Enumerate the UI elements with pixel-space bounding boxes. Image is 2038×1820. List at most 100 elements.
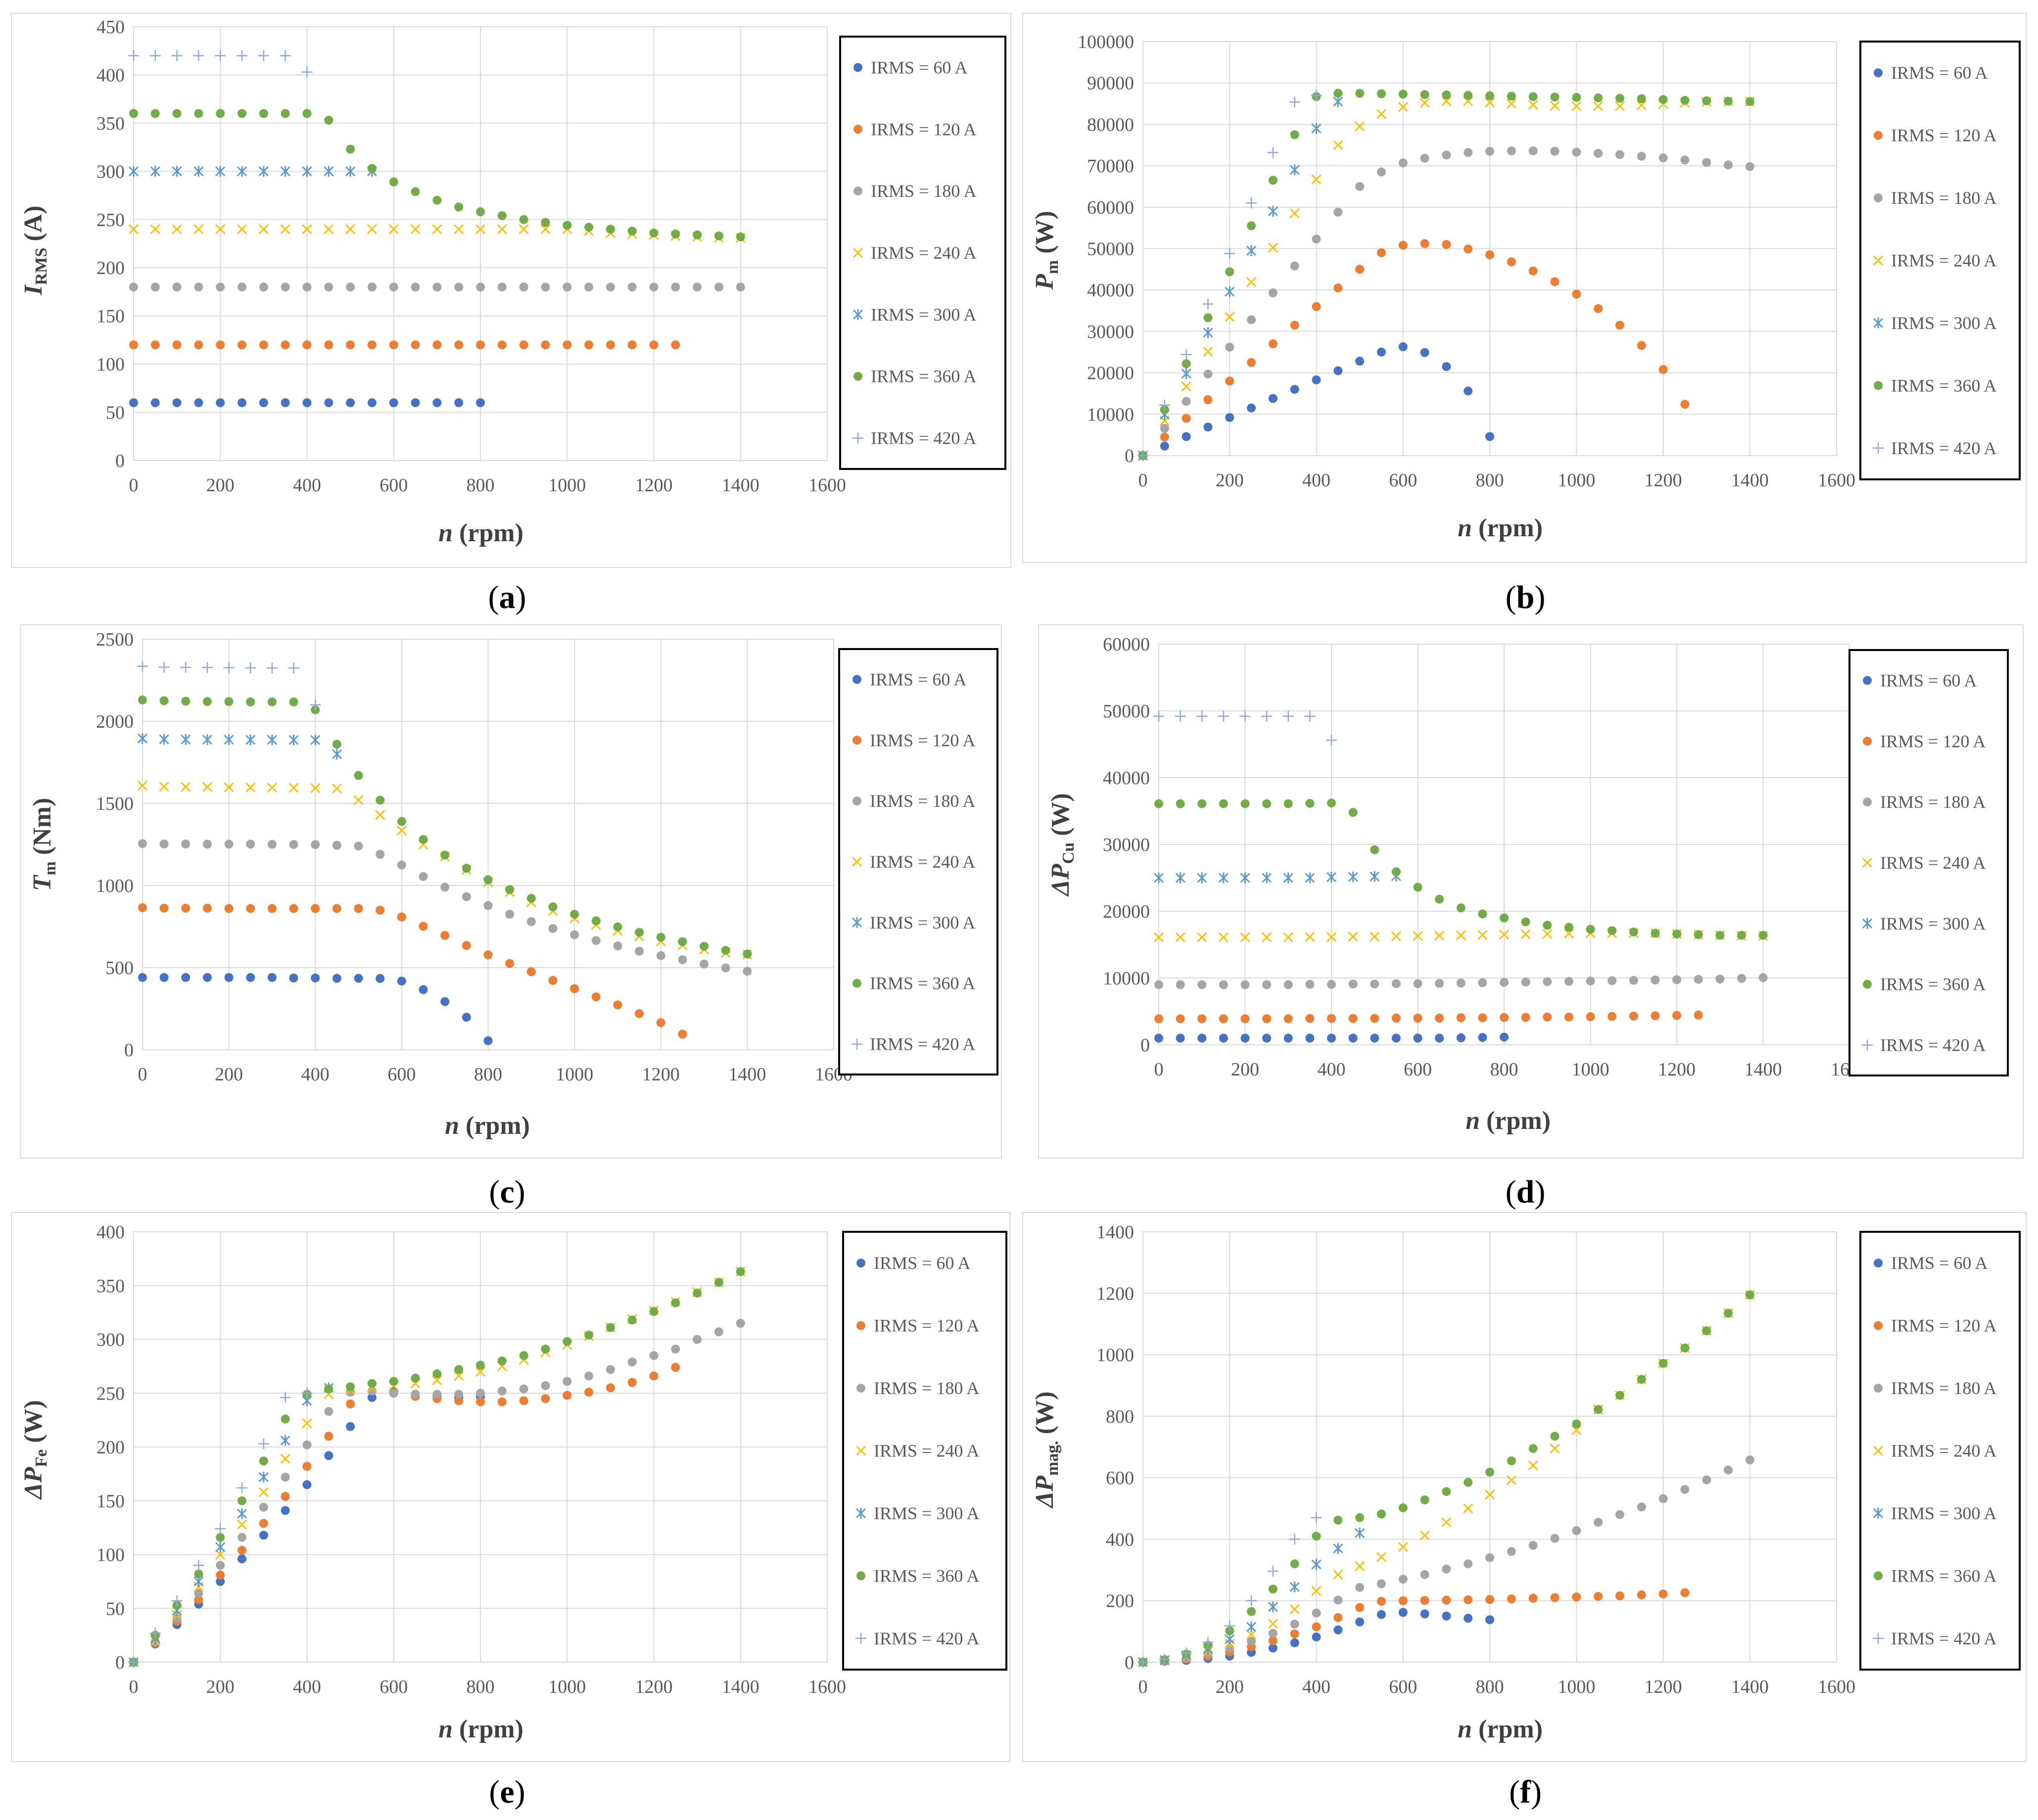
series-7 xyxy=(128,50,313,78)
data-point xyxy=(1398,342,1408,351)
data-point xyxy=(1659,365,1668,374)
data-point xyxy=(149,50,161,61)
data-point xyxy=(397,860,406,870)
data-point xyxy=(1521,917,1530,927)
data-point xyxy=(194,282,203,292)
data-point xyxy=(1507,257,1516,267)
y-tick-label: 0 xyxy=(1125,446,1134,467)
data-point xyxy=(541,1394,550,1403)
legend-marker xyxy=(1874,68,1883,78)
legend-marker xyxy=(853,736,861,745)
data-point xyxy=(1182,397,1191,406)
caption-d: (d) xyxy=(1505,1174,1546,1210)
data-point xyxy=(1305,980,1315,989)
data-point xyxy=(1572,1526,1581,1536)
data-point xyxy=(216,282,225,292)
data-point xyxy=(563,221,572,230)
y-tick-label: 400 xyxy=(96,65,125,86)
data-point xyxy=(172,282,182,292)
data-point xyxy=(613,922,622,932)
data-point xyxy=(1137,1657,1148,1668)
x-tick-label: 200 xyxy=(1216,1677,1244,1697)
data-point xyxy=(432,398,442,408)
x-tick-label: 200 xyxy=(206,1677,235,1697)
legend-marker xyxy=(1874,131,1883,140)
data-point xyxy=(671,230,680,239)
data-point xyxy=(172,1613,182,1623)
legend-marker xyxy=(855,1507,866,1519)
data-point xyxy=(1283,980,1293,989)
data-point xyxy=(1528,1460,1538,1471)
data-point xyxy=(627,340,637,350)
x-tick-label: 400 xyxy=(1302,470,1330,491)
legend-marker xyxy=(1874,381,1883,390)
legend-box xyxy=(1848,649,2009,1076)
legend-marker xyxy=(852,856,862,867)
data-point xyxy=(541,1381,550,1391)
data-point xyxy=(259,1519,268,1528)
y-axis-label: IRMS (A) xyxy=(19,206,50,296)
legend-box xyxy=(1859,41,2021,480)
data-point xyxy=(1262,1014,1272,1024)
data-point xyxy=(1485,1615,1494,1625)
data-point xyxy=(193,1560,204,1571)
data-point xyxy=(1197,1033,1207,1043)
y-tick-label: 10000 xyxy=(1103,968,1150,989)
data-point xyxy=(1500,1032,1509,1042)
data-point xyxy=(1176,980,1185,989)
data-point xyxy=(181,697,190,706)
data-point xyxy=(462,892,471,901)
y-tick-label: 800 xyxy=(1106,1406,1134,1427)
data-point xyxy=(1247,358,1256,367)
x-tick-label: 600 xyxy=(1389,470,1417,491)
data-point xyxy=(693,282,702,292)
legend-label: IRMS = 300 A xyxy=(1891,313,1996,333)
data-point xyxy=(1218,872,1229,884)
legend-marker xyxy=(855,1446,866,1456)
data-point xyxy=(1268,394,1278,403)
data-point xyxy=(346,282,355,292)
data-point xyxy=(505,959,515,968)
data-point xyxy=(216,1570,225,1580)
data-point xyxy=(1463,1503,1473,1514)
data-point xyxy=(302,1462,312,1471)
data-point xyxy=(181,973,190,982)
y-tick-label: 450 xyxy=(96,17,125,38)
data-point xyxy=(172,340,182,350)
data-point xyxy=(635,946,644,956)
x-axis-label: n (rpm) xyxy=(445,1112,530,1140)
data-point xyxy=(432,282,442,292)
data-point xyxy=(1456,1033,1466,1042)
data-point xyxy=(324,1384,333,1394)
data-point xyxy=(1333,207,1343,217)
data-point xyxy=(237,109,247,118)
legend-marker xyxy=(853,63,862,72)
data-point xyxy=(1680,1485,1690,1494)
data-point xyxy=(1333,283,1343,293)
data-point xyxy=(237,1533,247,1542)
data-point xyxy=(1564,923,1573,932)
legend-marker xyxy=(853,432,863,444)
data-point xyxy=(1442,240,1451,249)
data-point xyxy=(129,282,138,292)
data-point xyxy=(1594,1592,1603,1601)
data-point xyxy=(1715,931,1725,940)
data-point xyxy=(1456,903,1466,913)
data-point xyxy=(526,967,536,977)
data-point xyxy=(237,340,247,350)
data-point xyxy=(411,187,420,196)
data-point xyxy=(1441,1517,1452,1528)
data-point xyxy=(606,1383,615,1393)
data-point xyxy=(721,946,730,955)
data-point xyxy=(267,904,277,913)
data-point xyxy=(627,282,637,292)
data-point xyxy=(1420,97,1430,108)
data-point xyxy=(476,207,485,217)
y-tick-label: 250 xyxy=(96,1383,125,1404)
data-point xyxy=(1615,93,1624,103)
data-point xyxy=(376,974,385,983)
data-point xyxy=(302,224,312,234)
data-point xyxy=(584,1388,594,1397)
series-7 xyxy=(128,1388,313,1668)
data-point xyxy=(216,340,225,350)
